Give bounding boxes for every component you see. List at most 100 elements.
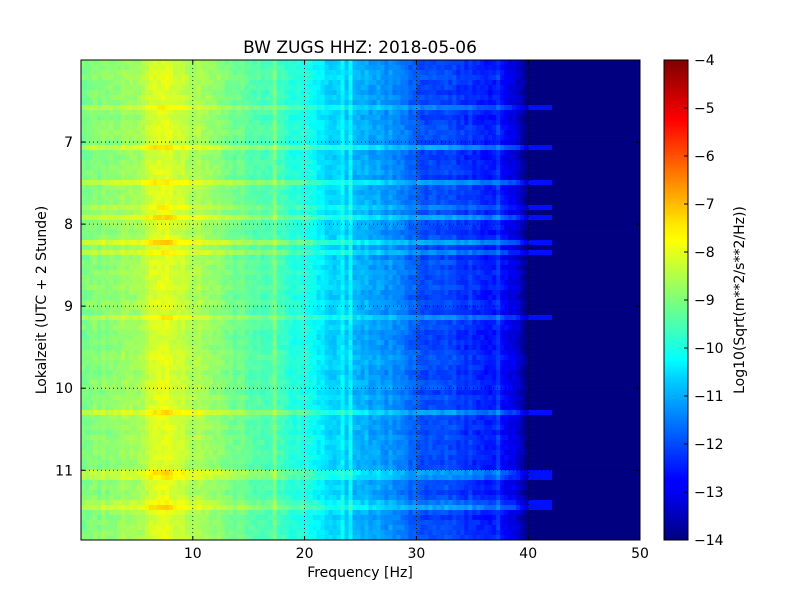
heatmap-cell [492,185,497,191]
heatmap-cell [412,140,417,146]
heatmap-cell [152,95,158,101]
heatmap-cell [88,225,94,231]
heatmap-cell [484,175,489,181]
heatmap-cell [632,130,637,136]
heatmap-cell [596,175,601,181]
heatmap-cell [388,205,394,211]
heatmap-cell [432,85,437,91]
heatmap-cell [296,100,302,106]
heatmap-cell [564,70,569,76]
heatmap-cell [316,205,322,211]
heatmap-cell [216,205,222,211]
heatmap-cell [168,165,174,171]
heatmap-cell [96,80,102,86]
heatmap-cell [196,125,202,131]
heatmap-cell [400,160,406,166]
heatmap-cell [136,205,142,211]
heatmap-cell [140,200,146,206]
heatmap-cell [468,100,473,106]
heatmap-cell [108,225,114,231]
heatmap-cell [324,195,330,201]
heatmap-cell [216,75,222,81]
heatmap-cell [224,215,230,221]
heatmap-cell [172,105,178,111]
heatmap-cell [356,170,362,176]
heatmap-cell [120,85,126,91]
heatmap-cell [88,145,94,151]
heatmap-cell [380,110,386,116]
heatmap-cell [564,65,569,71]
heatmap-cell [340,185,346,191]
heatmap-cell [132,160,138,166]
heatmap-cell [324,150,330,156]
heatmap-cell [492,220,497,226]
heatmap-cell [344,100,350,106]
heatmap-cell [620,140,625,146]
heatmap-cell [372,105,378,111]
heatmap-cell [320,140,326,146]
heatmap-cell [568,155,573,161]
heatmap-cell [556,120,561,126]
heatmap-cell [608,155,613,161]
heatmap-cell [296,230,302,236]
heatmap-cell [284,65,290,71]
heatmap-cell [588,215,593,221]
heatmap-cell [576,230,581,236]
heatmap-cell [584,210,589,216]
heatmap-cell [184,70,190,76]
heatmap-cell [196,135,202,141]
heatmap-cell [412,160,417,166]
heatmap-cell [200,145,206,151]
heatmap-cell [340,170,346,176]
heatmap-cell [488,125,493,131]
heatmap-cell [248,140,254,146]
heatmap-cell [92,75,98,81]
heatmap-cell [368,75,374,81]
heatmap-cell [588,225,593,231]
heatmap-cell [180,180,186,186]
heatmap-cell [296,195,302,201]
heatmap-cell [536,190,541,196]
heatmap-cell [252,85,258,91]
heatmap-cell [88,110,94,116]
heatmap-cell [104,90,110,96]
heatmap-cell [476,90,481,96]
heatmap-cell [440,190,445,196]
heatmap-cell [372,95,378,101]
heatmap-cell [280,200,286,206]
heatmap-cell [416,60,421,66]
heatmap-cell [164,190,170,196]
heatmap-cell [352,145,358,151]
heatmap-cell [416,145,421,151]
heatmap-cell [628,60,633,66]
heatmap-cell [596,170,601,176]
heatmap-cell [232,75,238,81]
heatmap-cell [396,175,402,181]
heatmap-cell [508,200,513,206]
heatmap-cell [308,140,314,146]
heatmap-cell [428,160,433,166]
heatmap-cell [564,145,569,151]
heatmap-cell [496,90,501,96]
heatmap-cell [228,130,234,136]
heatmap-cell [604,140,609,146]
heatmap-cell [288,175,294,181]
heatmap-cell [428,105,433,111]
heatmap-cell [544,75,549,81]
heatmap-cell [416,140,421,146]
heatmap-cell [116,195,122,201]
heatmap-cell [240,65,246,71]
heatmap-cell [84,145,90,151]
heatmap-cell [408,70,413,76]
heatmap-cell [88,105,94,111]
heatmap-cell [184,225,190,231]
heatmap-cell [88,140,94,146]
heatmap-cell [364,85,370,91]
heatmap-cell [224,120,230,126]
heatmap-cell [516,170,521,176]
heatmap-cell [452,160,457,166]
heatmap-cell [616,195,621,201]
heatmap-cell [420,70,425,76]
heatmap-cell [596,60,601,66]
heatmap-cell [212,125,218,131]
